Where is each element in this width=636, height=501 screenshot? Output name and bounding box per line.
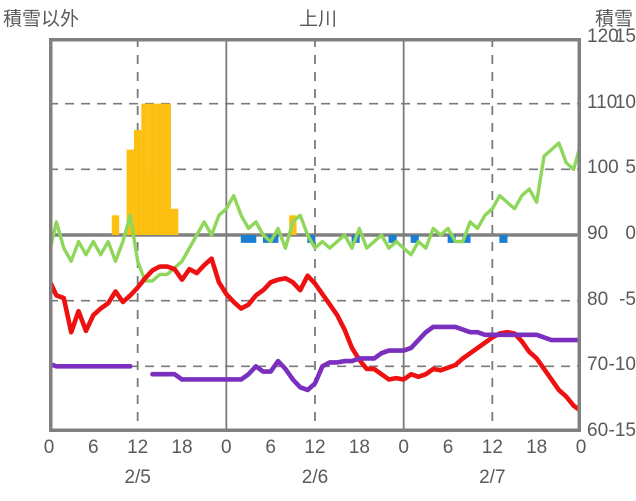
bar <box>270 235 279 243</box>
bar <box>170 208 179 235</box>
y-tick-left--15: -15 <box>608 420 636 441</box>
y-tick-right-90: 90 <box>587 223 609 244</box>
chart-title: 上川 <box>298 9 337 30</box>
plot-frame <box>49 38 581 432</box>
bar <box>111 215 120 235</box>
y-tick-left-10: 10 <box>614 91 636 113</box>
x-tick-10: 12 <box>481 437 503 458</box>
right-axis-title: 積雪 <box>594 9 633 30</box>
bar <box>156 103 164 236</box>
series-line-temperature <box>49 256 581 414</box>
y-tick-right-100: 100 <box>587 157 619 179</box>
y-tick-right-60: 60 <box>587 420 609 441</box>
x-tick-12: 0 <box>575 437 587 458</box>
y-tick-left--10: -10 <box>608 354 636 376</box>
bar <box>248 235 257 243</box>
x-tick-9: 6 <box>442 437 454 458</box>
day-label-2-6: 2/6 <box>301 467 329 488</box>
x-tick-0: 0 <box>43 437 55 458</box>
y-tick-left-15: 15 <box>614 26 636 47</box>
x-tick-4: 0 <box>221 437 232 458</box>
y-tick-left-5: 5 <box>625 157 636 179</box>
bar <box>240 235 249 243</box>
bar <box>388 235 397 243</box>
series-line-snow-depth <box>49 141 581 283</box>
bar <box>126 149 134 235</box>
bar <box>148 103 157 236</box>
day-label-2-7: 2/7 <box>479 467 506 488</box>
x-tick-2: 12 <box>127 437 149 458</box>
bar <box>447 235 456 243</box>
x-tick-6: 12 <box>304 437 326 458</box>
bar <box>499 235 508 243</box>
x-tick-5: 6 <box>265 437 276 458</box>
left-axis-title: 積雪以外 <box>3 9 80 30</box>
y-tick-right-110: 110 <box>587 91 618 113</box>
plot-area <box>49 38 581 432</box>
x-tick-11: 18 <box>526 437 548 458</box>
series-line-dewpoint-seg0 <box>49 361 133 369</box>
bar <box>462 235 471 243</box>
day-label-2-5: 2/5 <box>124 467 151 488</box>
series-bars-precipitation <box>111 103 297 236</box>
x-tick-8: 0 <box>398 437 409 458</box>
bar <box>133 129 142 235</box>
series-line-dewpoint-seg1 <box>150 324 581 393</box>
chart-canvas <box>49 38 581 432</box>
x-tick-1: 6 <box>88 437 99 458</box>
y-tick-left-0: 0 <box>625 223 636 244</box>
y-tick-right-120: 120 <box>587 26 619 47</box>
bar <box>141 103 149 236</box>
bar <box>163 103 171 236</box>
y-tick-right-80: 80 <box>587 288 609 310</box>
bar <box>410 235 419 243</box>
y-tick-left--5: -5 <box>619 288 636 310</box>
y-tick-right-70: 70 <box>587 354 609 376</box>
x-tick-3: 18 <box>171 437 193 458</box>
x-tick-7: 18 <box>348 437 370 458</box>
